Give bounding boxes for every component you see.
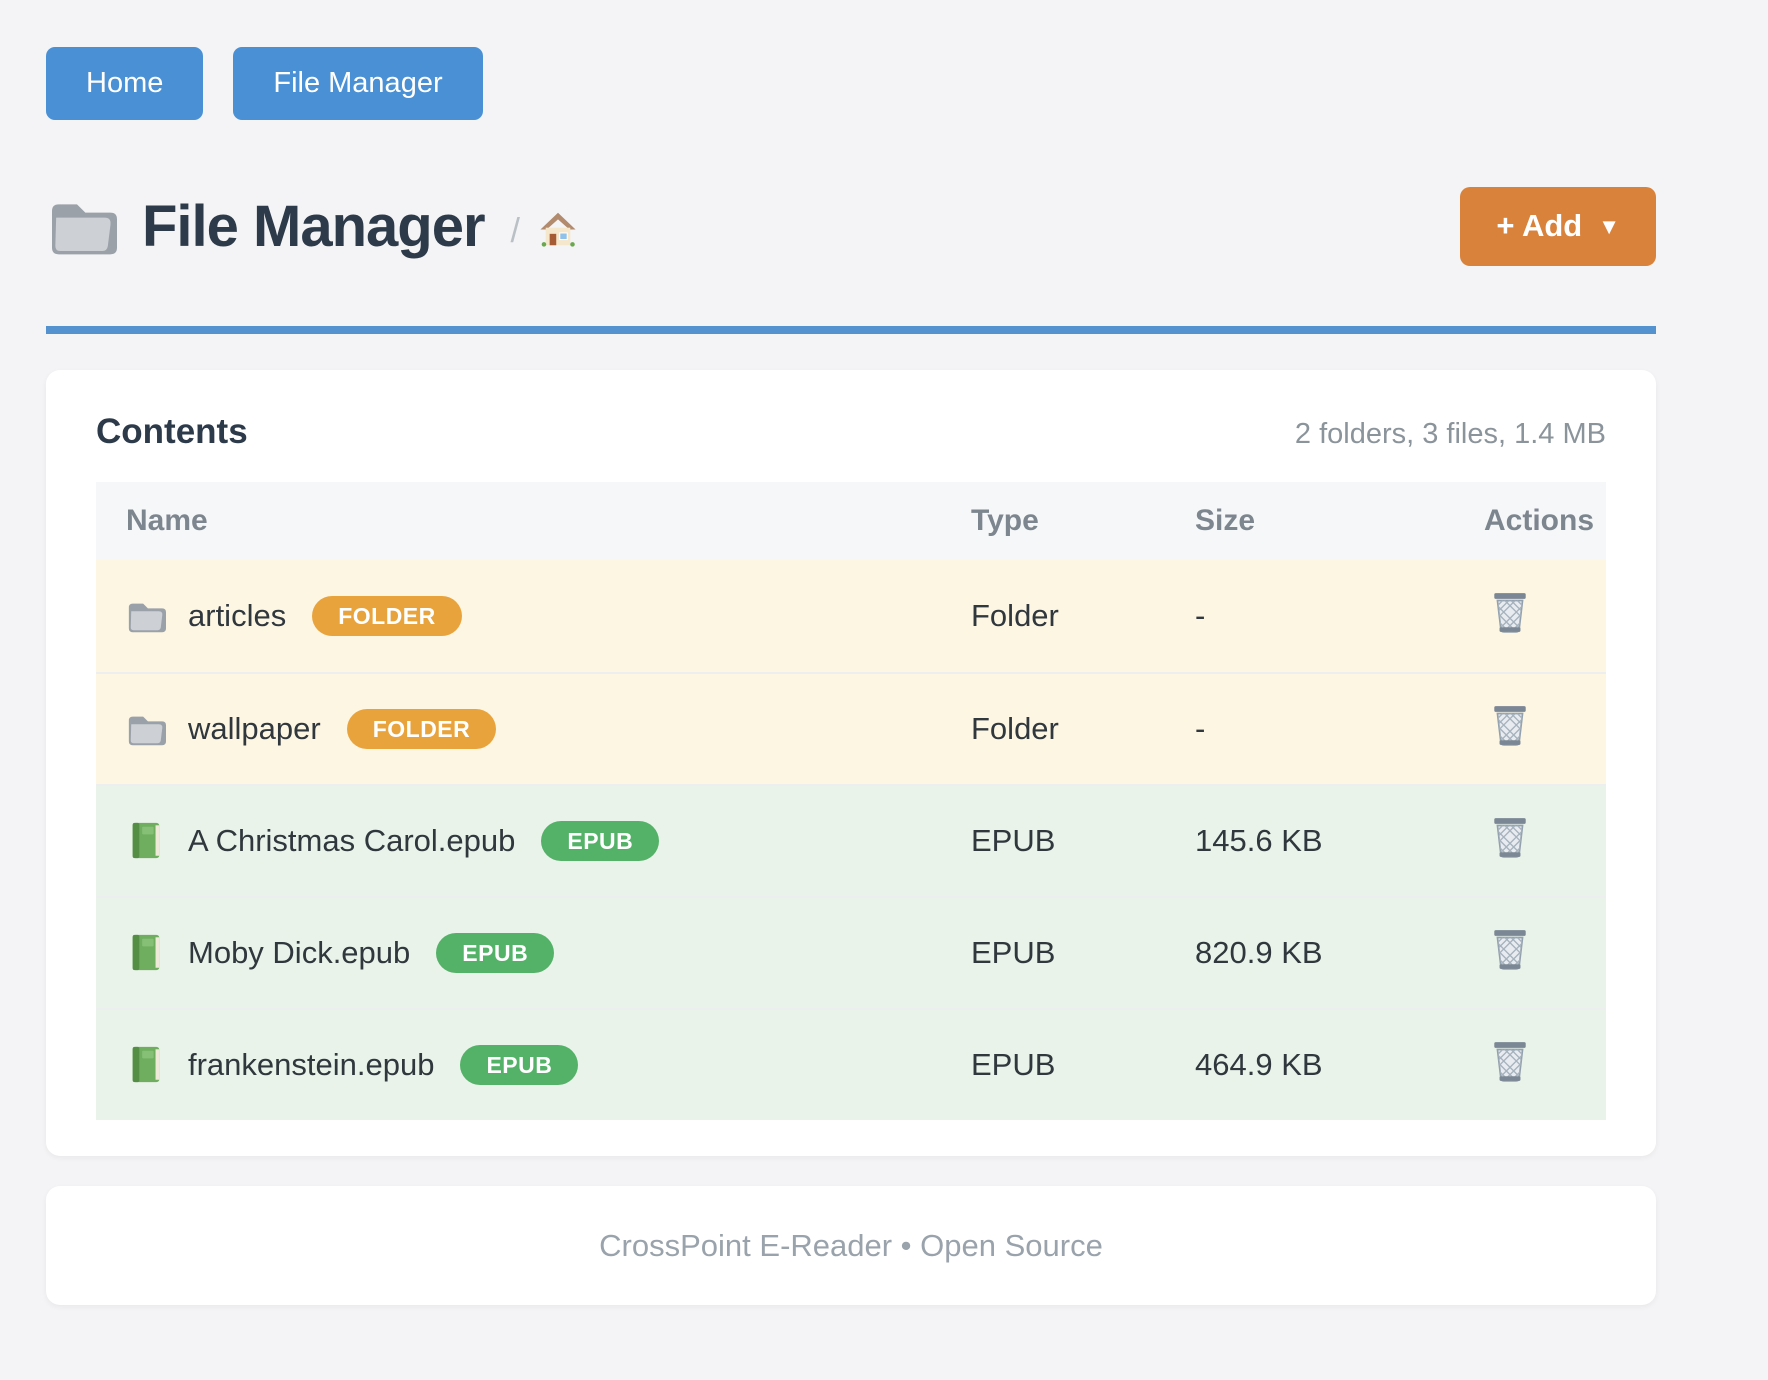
add-button-label: + Add (1496, 208, 1583, 243)
page-header: File Manager / + Add ▼ (46, 184, 1656, 268)
page-title: File Manager (142, 193, 486, 259)
delete-button[interactable] (1490, 815, 1530, 861)
delete-button[interactable] (1490, 590, 1530, 636)
actions-cell (1484, 703, 1606, 755)
trash-icon (1492, 590, 1528, 634)
contents-card: Contents 2 folders, 3 files, 1.4 MB Name… (46, 370, 1656, 1156)
delete-button[interactable] (1490, 1039, 1530, 1085)
table-row: Moby Dick.epub EPUB EPUB 820.9 KB (96, 896, 1606, 1008)
book-icon (132, 934, 160, 971)
table-row: wallpaper FOLDER Folder - (96, 672, 1606, 784)
folder-icon (128, 716, 166, 746)
folder-icon (52, 204, 117, 255)
contents-heading: Contents (96, 412, 248, 451)
column-header-actions: Actions (1484, 504, 1595, 537)
footer: CrossPoint E-Reader • Open Source (46, 1186, 1656, 1305)
add-button[interactable]: + Add ▼ (1460, 186, 1656, 266)
contents-summary: 2 folders, 3 files, 1.4 MB (1294, 418, 1606, 450)
trash-icon (1492, 1039, 1528, 1083)
table-header-row: Name Type Size Actions (96, 482, 1606, 560)
trash-icon (1492, 815, 1528, 859)
book-icon (132, 1046, 160, 1083)
column-header-name: Name (126, 504, 208, 537)
actions-cell (1484, 590, 1606, 642)
file-manager-button[interactable]: File Manager (233, 47, 483, 120)
chevron-down-icon: ▼ (1598, 214, 1620, 239)
trash-icon (1492, 703, 1528, 747)
file-name-link[interactable]: articles (188, 598, 287, 633)
type-cell: Folder (971, 598, 1059, 633)
breadcrumb-separator: / (510, 211, 520, 250)
folder-badge: FOLDER (346, 709, 497, 749)
actions-cell (1484, 815, 1606, 867)
size-cell: 820.9 KB (1195, 935, 1323, 970)
title-group: File Manager / (46, 193, 580, 260)
name-cell: A Christmas Carol.epub EPUB (96, 821, 971, 861)
top-nav: Home File Manager (46, 0, 1656, 120)
size-cell: - (1195, 711, 1206, 746)
epub-badge: EPUB (541, 821, 660, 861)
file-name-link[interactable]: frankenstein.epub (188, 1047, 435, 1082)
actions-cell (1484, 927, 1606, 979)
name-cell: articles FOLDER (96, 596, 971, 636)
delete-button[interactable] (1490, 703, 1530, 749)
table-row: articles FOLDER Folder - (96, 560, 1606, 672)
home-button[interactable]: Home (46, 47, 204, 120)
type-cell: EPUB (971, 1047, 1056, 1082)
epub-badge: EPUB (436, 933, 555, 973)
size-cell: 145.6 KB (1195, 823, 1323, 858)
folder-icon (128, 603, 166, 633)
file-name-link[interactable]: Moby Dick.epub (188, 935, 411, 970)
size-cell: - (1195, 598, 1206, 633)
contents-card-header: Contents 2 folders, 3 files, 1.4 MB (96, 412, 1606, 456)
size-cell: 464.9 KB (1195, 1047, 1323, 1082)
page-container: Home File Manager File Manager / + Add ▼… (46, 0, 1656, 1305)
title-divider (46, 326, 1656, 334)
type-cell: EPUB (971, 935, 1056, 970)
name-cell: frankenstein.epub EPUB (96, 1045, 971, 1085)
table-row: frankenstein.epub EPUB EPUB 464.9 KB (96, 1008, 1606, 1120)
name-cell: Moby Dick.epub EPUB (96, 933, 971, 973)
footer-text: CrossPoint E-Reader • Open Source (599, 1227, 1103, 1263)
home-icon[interactable] (536, 205, 580, 247)
epub-badge: EPUB (460, 1045, 579, 1085)
book-icon (132, 822, 160, 859)
type-cell: Folder (971, 711, 1059, 746)
type-cell: EPUB (971, 823, 1056, 858)
column-header-type: Type (971, 504, 1039, 537)
folder-badge: FOLDER (312, 596, 462, 636)
actions-cell (1484, 1039, 1606, 1091)
column-header-size: Size (1195, 504, 1256, 537)
table-row: A Christmas Carol.epub EPUB EPUB 145.6 K… (96, 784, 1606, 896)
file-name-link[interactable]: wallpaper (188, 711, 321, 746)
file-name-link[interactable]: A Christmas Carol.epub (188, 823, 516, 858)
file-table: Name Type Size Actions articles FOLDER F… (96, 482, 1606, 1120)
name-cell: wallpaper FOLDER (96, 709, 971, 749)
delete-button[interactable] (1490, 927, 1530, 973)
trash-icon (1492, 927, 1528, 971)
